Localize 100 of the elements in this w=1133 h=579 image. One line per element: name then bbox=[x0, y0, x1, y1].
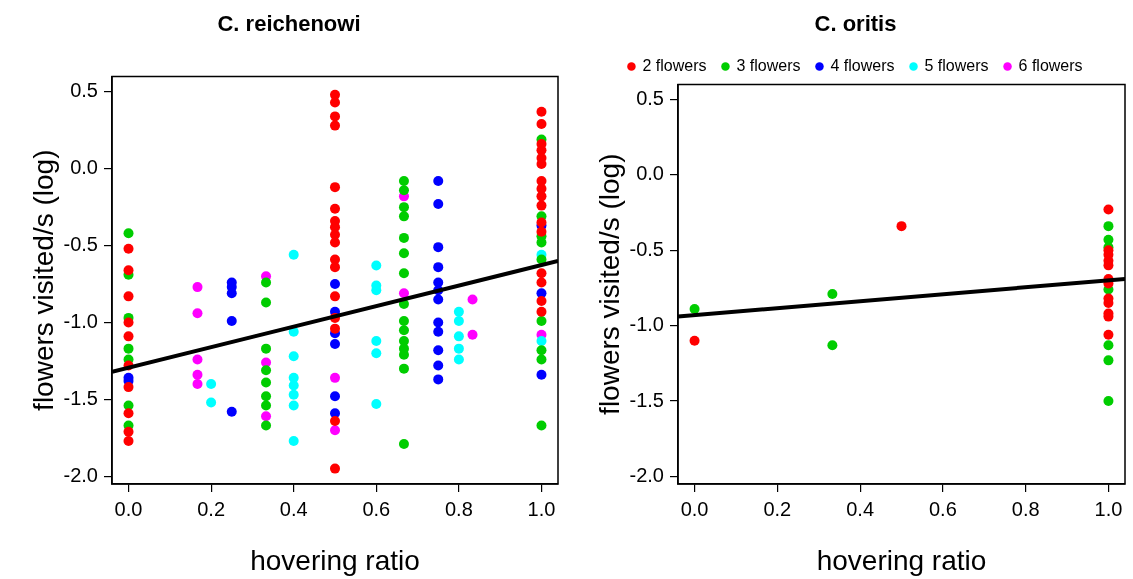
point bbox=[330, 415, 340, 426]
point bbox=[123, 317, 134, 328]
point bbox=[536, 119, 547, 130]
point bbox=[398, 175, 409, 186]
x-tick-label: 0.8 bbox=[1011, 497, 1040, 520]
y-tick-label: -0.5 bbox=[629, 237, 664, 260]
point bbox=[536, 200, 547, 211]
point bbox=[330, 111, 340, 122]
point bbox=[371, 335, 382, 346]
point bbox=[330, 425, 340, 436]
point bbox=[536, 295, 547, 306]
point bbox=[206, 397, 217, 408]
point bbox=[123, 243, 134, 254]
point bbox=[398, 439, 409, 450]
point bbox=[536, 420, 547, 431]
point bbox=[398, 232, 409, 243]
point bbox=[261, 377, 272, 388]
point bbox=[433, 175, 444, 186]
point bbox=[536, 277, 547, 288]
point bbox=[261, 420, 272, 431]
y-tick-label: -1.5 bbox=[63, 386, 98, 409]
y-tick-label: -1.0 bbox=[629, 313, 664, 336]
point bbox=[1103, 396, 1114, 407]
point bbox=[261, 391, 272, 402]
point bbox=[330, 339, 340, 350]
point bbox=[330, 262, 340, 273]
point bbox=[261, 411, 272, 422]
point bbox=[689, 304, 700, 315]
point bbox=[330, 120, 340, 131]
y-axis-title: flowers visited/s (log) bbox=[27, 149, 59, 411]
point bbox=[330, 182, 340, 193]
y-tick-label: 0.0 bbox=[636, 162, 664, 185]
point bbox=[288, 389, 299, 400]
point bbox=[536, 369, 547, 380]
point bbox=[398, 211, 409, 222]
point bbox=[536, 106, 547, 117]
point bbox=[536, 335, 547, 346]
point bbox=[433, 199, 444, 210]
point bbox=[433, 360, 444, 371]
point bbox=[261, 400, 272, 411]
point bbox=[433, 294, 444, 305]
point bbox=[192, 308, 203, 319]
point bbox=[123, 291, 134, 302]
point bbox=[536, 354, 547, 365]
point bbox=[192, 282, 203, 293]
point bbox=[1103, 355, 1114, 366]
point bbox=[123, 435, 134, 446]
point bbox=[226, 406, 237, 417]
point bbox=[398, 202, 409, 213]
point bbox=[371, 260, 382, 271]
x-tick-label: 0.6 bbox=[928, 497, 957, 520]
point bbox=[330, 372, 340, 383]
x-tick-label: 1.0 bbox=[1094, 497, 1123, 520]
point bbox=[433, 242, 444, 253]
x-tick-label: 0.8 bbox=[444, 497, 473, 520]
x-tick-label: 0.0 bbox=[680, 497, 709, 520]
y-tick-label: -2.0 bbox=[63, 463, 98, 486]
point bbox=[261, 277, 272, 288]
point bbox=[1103, 340, 1114, 351]
y-tick-label: -2.0 bbox=[629, 463, 664, 486]
point bbox=[123, 331, 134, 342]
point bbox=[226, 315, 237, 326]
y-tick-label: 0.5 bbox=[636, 86, 664, 109]
x-tick-label: 0.2 bbox=[763, 497, 792, 520]
point bbox=[827, 340, 838, 351]
point bbox=[398, 248, 409, 259]
point bbox=[398, 325, 409, 336]
point bbox=[123, 343, 134, 354]
point bbox=[398, 315, 409, 326]
x-axis-title: hovering ratio bbox=[816, 544, 987, 576]
point bbox=[536, 191, 547, 202]
point bbox=[689, 335, 700, 346]
point bbox=[536, 315, 547, 326]
point bbox=[371, 348, 382, 359]
point bbox=[330, 237, 340, 248]
x-tick-label: 0.4 bbox=[846, 497, 875, 520]
point bbox=[1103, 204, 1114, 215]
point bbox=[261, 343, 272, 354]
y-tick-label: -1.0 bbox=[63, 310, 98, 333]
y-tick-label: 0.5 bbox=[70, 79, 98, 102]
chart-title: C. reichenowi bbox=[217, 11, 361, 37]
point bbox=[398, 185, 409, 196]
point bbox=[330, 203, 340, 214]
point bbox=[453, 343, 464, 354]
point bbox=[123, 408, 134, 419]
point bbox=[467, 329, 478, 340]
point bbox=[536, 159, 547, 170]
point bbox=[192, 369, 203, 380]
point bbox=[433, 374, 444, 385]
point bbox=[453, 315, 464, 326]
point bbox=[288, 380, 299, 391]
point bbox=[123, 228, 134, 239]
point bbox=[433, 326, 444, 337]
point bbox=[398, 288, 409, 299]
point bbox=[827, 289, 838, 299]
point bbox=[453, 306, 464, 317]
x-tick-label: 0.6 bbox=[362, 497, 391, 520]
point bbox=[536, 345, 547, 356]
point bbox=[123, 382, 134, 393]
point bbox=[288, 351, 299, 362]
